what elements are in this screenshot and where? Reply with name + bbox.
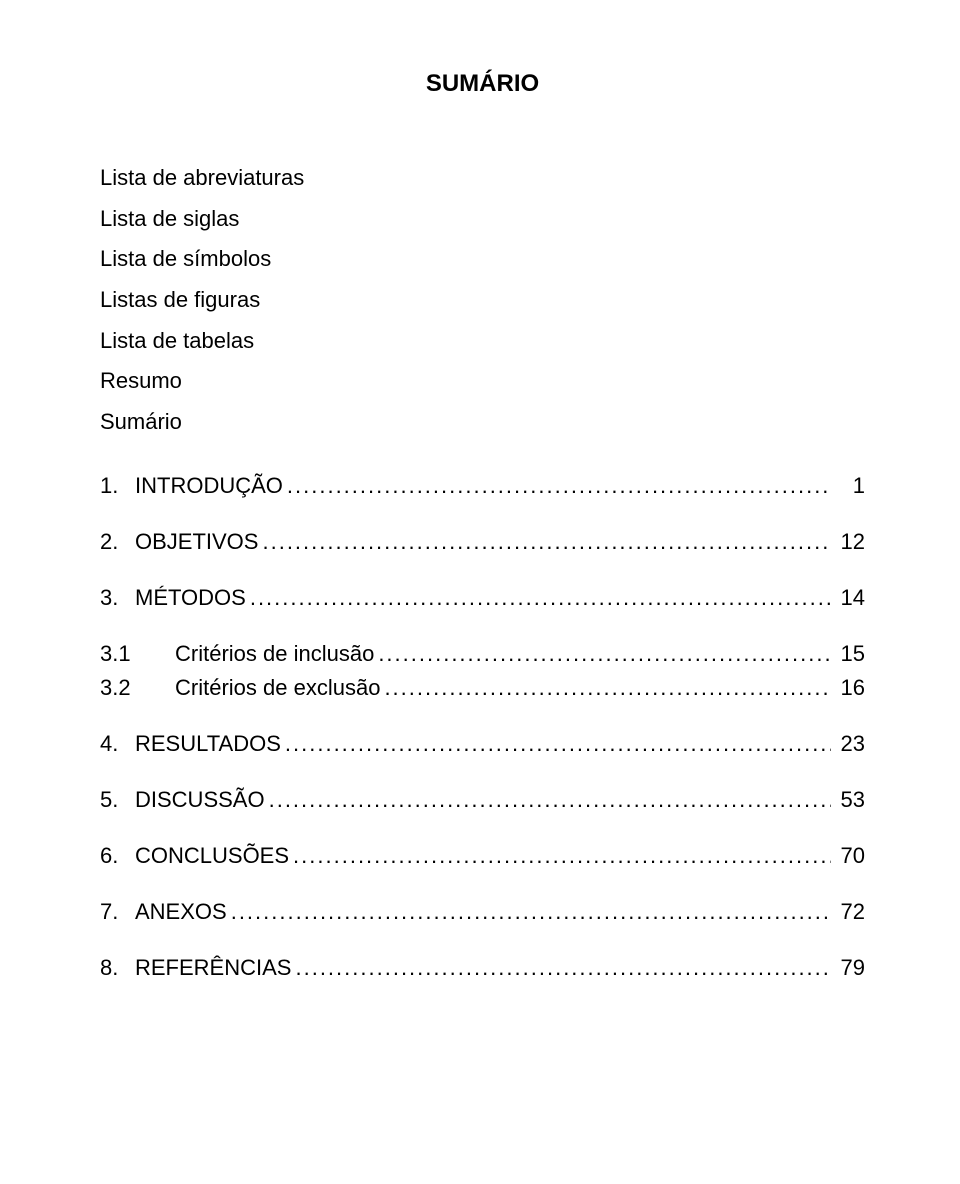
toc-number: 5. <box>100 787 135 813</box>
toc-page: 12 <box>835 529 865 555</box>
toc-leader: ........................................… <box>285 731 831 757</box>
toc-entry-sub: 3.2 Critérios de exclusão ..............… <box>100 675 865 701</box>
front-item: Sumário <box>100 402 865 443</box>
toc-page: 79 <box>835 955 865 981</box>
toc-label: ANEXOS <box>135 899 227 925</box>
front-item: Lista de siglas <box>100 199 865 240</box>
toc-label: Critérios de exclusão <box>175 675 380 701</box>
toc-page: 53 <box>835 787 865 813</box>
front-item: Lista de tabelas <box>100 321 865 362</box>
toc-entry: 5. DISCUSSÃO ...........................… <box>100 787 865 813</box>
toc-number: 8. <box>100 955 135 981</box>
toc-entry: 3. MÉTODOS .............................… <box>100 585 865 611</box>
toc-number: 2. <box>100 529 135 555</box>
toc-entry-sub: 3.1 Critérios de inclusão ..............… <box>100 641 865 667</box>
toc-label: OBJETIVOS <box>135 529 258 555</box>
front-item: Lista de símbolos <box>100 239 865 280</box>
toc-leader: ........................................… <box>250 585 831 611</box>
toc-label: DISCUSSÃO <box>135 787 265 813</box>
page-title: SUMÁRIO <box>100 70 865 98</box>
toc-leader: ........................................… <box>269 787 831 813</box>
toc-page: 15 <box>835 641 865 667</box>
toc-entry: 8. REFERÊNCIAS .........................… <box>100 955 865 981</box>
toc-entry: 6. CONCLUSÕES ..........................… <box>100 843 865 869</box>
toc-entry: 2. OBJETIVOS ...........................… <box>100 529 865 555</box>
toc-number: 6. <box>100 843 135 869</box>
toc-page: 72 <box>835 899 865 925</box>
toc-label: REFERÊNCIAS <box>135 955 291 981</box>
front-item: Listas de figuras <box>100 280 865 321</box>
toc-page: 14 <box>835 585 865 611</box>
toc-label: Critérios de inclusão <box>175 641 374 667</box>
toc-leader: ........................................… <box>231 899 831 925</box>
toc-page: 70 <box>835 843 865 869</box>
toc-page: 1 <box>835 473 865 499</box>
toc-number: 1. <box>100 473 135 499</box>
toc-leader: ........................................… <box>293 843 831 869</box>
toc-entry: 4. RESULTADOS ..........................… <box>100 731 865 757</box>
toc-page: 23 <box>835 731 865 757</box>
toc-entry: 7. ANEXOS ..............................… <box>100 899 865 925</box>
toc-label: RESULTADOS <box>135 731 281 757</box>
front-matter-list: Lista de abreviaturas Lista de siglas Li… <box>100 158 865 443</box>
toc-entry: 1. INTRODUÇÃO ..........................… <box>100 473 865 499</box>
toc-leader: ........................................… <box>287 473 831 499</box>
toc-number: 3.1 <box>100 641 175 667</box>
toc-leader: ........................................… <box>295 955 831 981</box>
table-of-contents: 1. INTRODUÇÃO ..........................… <box>100 473 865 981</box>
toc-number: 3.2 <box>100 675 175 701</box>
front-item: Lista de abreviaturas <box>100 158 865 199</box>
toc-number: 7. <box>100 899 135 925</box>
toc-leader: ........................................… <box>262 529 831 555</box>
toc-number: 4. <box>100 731 135 757</box>
toc-page: 16 <box>835 675 865 701</box>
toc-label: MÉTODOS <box>135 585 246 611</box>
toc-label: INTRODUÇÃO <box>135 473 283 499</box>
toc-leader: ........................................… <box>378 641 831 667</box>
toc-number: 3. <box>100 585 135 611</box>
toc-leader: ........................................… <box>384 675 831 701</box>
front-item: Resumo <box>100 361 865 402</box>
toc-label: CONCLUSÕES <box>135 843 289 869</box>
